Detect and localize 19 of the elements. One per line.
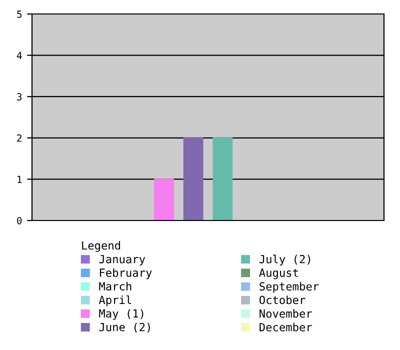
legend-label: September: [260, 282, 319, 293]
legend-label: January: [99, 255, 146, 266]
legend-title: Legend: [82, 241, 120, 252]
legend-label: October: [260, 296, 306, 304]
legend-label: April: [98, 295, 132, 306]
y-tick-label: 2: [17, 134, 22, 142]
legend-label: December: [260, 322, 312, 332]
legend-label: February: [100, 268, 152, 280]
legend-label: March: [99, 282, 132, 291]
y-tick-label: 5: [17, 10, 22, 18]
legend-label: August: [259, 268, 298, 280]
legend-label: May (1): [99, 309, 144, 320]
legend-label: June (2): [99, 322, 150, 333]
y-tick-label: 0: [17, 217, 22, 224]
y-tick-label: 4: [16, 52, 22, 60]
legend-label: November: [260, 309, 312, 318]
y-tick-label: 3: [17, 93, 22, 100]
legend-label: July (2): [259, 254, 310, 266]
y-tick-label: 1: [18, 176, 22, 183]
